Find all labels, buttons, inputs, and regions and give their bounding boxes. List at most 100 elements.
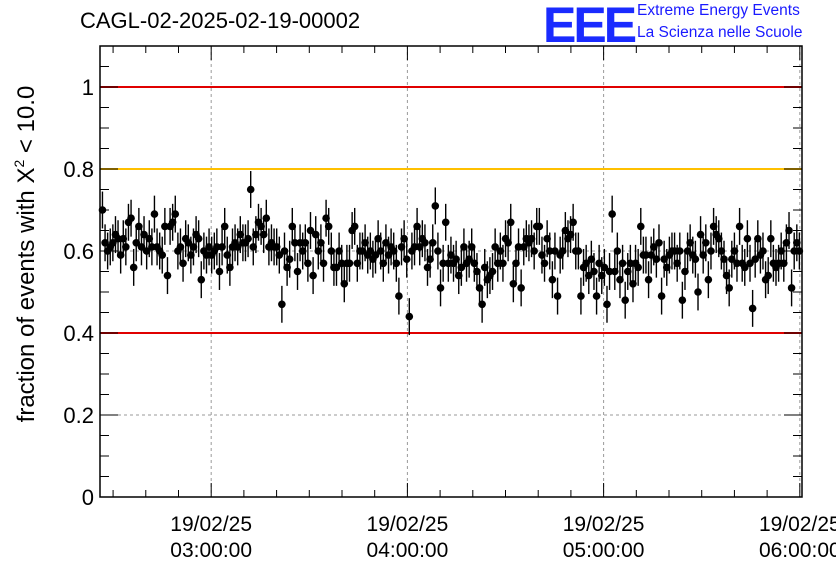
- data-point: [610, 267, 619, 276]
- data-point: [236, 230, 245, 239]
- data-point: [163, 271, 172, 280]
- data-point: [551, 247, 559, 255]
- data-point: [582, 259, 590, 268]
- data-point: [150, 210, 159, 218]
- data-point: [457, 263, 466, 272]
- data-point: [535, 222, 544, 231]
- data-point: [135, 222, 143, 231]
- data-point: [488, 267, 497, 276]
- logo-caption-line2: La Scienza nelle Scuole: [637, 24, 803, 41]
- chart-title: CAGL-02-2025-02-19-00002: [80, 8, 361, 33]
- data-point: [397, 243, 406, 251]
- data-point: [358, 247, 367, 255]
- data-point: [140, 230, 148, 239]
- data-point: [530, 247, 538, 255]
- data-point: [176, 243, 185, 251]
- data-point: [707, 247, 715, 255]
- data-point: [259, 230, 268, 239]
- data-point: [309, 271, 317, 280]
- data-point: [293, 267, 302, 276]
- data-point: [426, 255, 434, 263]
- data-point: [158, 251, 167, 259]
- data-point: [577, 292, 585, 300]
- data-point: [590, 267, 598, 276]
- data-point: [382, 239, 390, 247]
- data-point: [389, 247, 398, 255]
- data-point: [517, 284, 525, 292]
- data-point: [142, 247, 151, 255]
- data-point: [767, 234, 775, 243]
- data-point: [304, 259, 312, 268]
- data-point: [460, 243, 468, 251]
- data-point: [504, 239, 512, 247]
- data-point: [233, 243, 242, 251]
- x-tick-time-label: 05:00:00: [563, 539, 645, 562]
- data-point: [415, 243, 424, 251]
- reference-lines: [100, 86, 802, 334]
- data-point: [400, 234, 408, 243]
- data-point: [496, 247, 505, 255]
- data-point: [353, 259, 362, 268]
- data-point: [644, 275, 653, 284]
- data-point: [735, 222, 744, 231]
- data-point: [262, 214, 271, 222]
- x-tick-time-label: 06:00:00: [759, 539, 836, 562]
- data-point: [696, 230, 705, 239]
- data-point: [587, 255, 596, 263]
- data-point: [595, 259, 603, 268]
- data-point: [132, 239, 141, 247]
- data-point: [714, 234, 723, 243]
- data-point: [218, 243, 226, 251]
- data-point: [681, 267, 689, 276]
- data-point: [728, 255, 736, 263]
- data-point: [402, 255, 411, 263]
- data-point: [702, 239, 710, 247]
- data-point: [527, 234, 536, 243]
- data-point: [509, 280, 518, 288]
- y-axis-label-exponent: 2: [11, 160, 27, 168]
- data-point: [657, 292, 666, 300]
- data-point: [717, 247, 726, 255]
- data-point: [423, 263, 432, 272]
- data-point: [553, 292, 562, 300]
- data-point: [452, 255, 460, 263]
- data-point: [249, 243, 258, 251]
- x-tick-date-label: 19/02/25: [170, 513, 252, 536]
- data-point: [322, 214, 330, 222]
- data-point: [543, 234, 551, 243]
- data-point: [514, 243, 523, 251]
- data-point: [109, 239, 117, 247]
- data-point: [272, 243, 281, 251]
- data-point: [194, 234, 203, 243]
- x-tick-time-label: 04:00:00: [367, 539, 449, 562]
- data-point: [621, 296, 629, 305]
- data-point: [129, 263, 138, 272]
- data-point: [605, 267, 614, 276]
- data-point: [600, 263, 609, 272]
- data-point: [405, 312, 414, 321]
- data-point: [629, 280, 637, 288]
- y-axis-label-prefix: fraction of events with: [13, 184, 40, 423]
- data-point: [733, 259, 741, 268]
- data-point: [506, 218, 515, 227]
- data-point: [746, 259, 754, 268]
- data-point: [223, 251, 232, 259]
- data-point: [324, 222, 333, 231]
- data-point: [298, 247, 307, 255]
- data-point: [634, 263, 642, 272]
- data-point: [499, 259, 507, 268]
- data-point: [252, 230, 260, 239]
- y-tick-label: 0: [82, 485, 94, 510]
- data-point: [642, 251, 650, 259]
- logo-caption-line1: Extreme Energy Events: [637, 2, 800, 19]
- x-tick-time-label: 03:00:00: [170, 539, 252, 562]
- data-point: [704, 275, 713, 284]
- data-point: [161, 222, 169, 231]
- data-point: [662, 263, 671, 272]
- data-point: [467, 243, 476, 251]
- data-point: [171, 210, 180, 218]
- data-point: [759, 247, 767, 255]
- x-tick-date-label: 19/02/25: [759, 513, 836, 536]
- data-point: [278, 300, 286, 309]
